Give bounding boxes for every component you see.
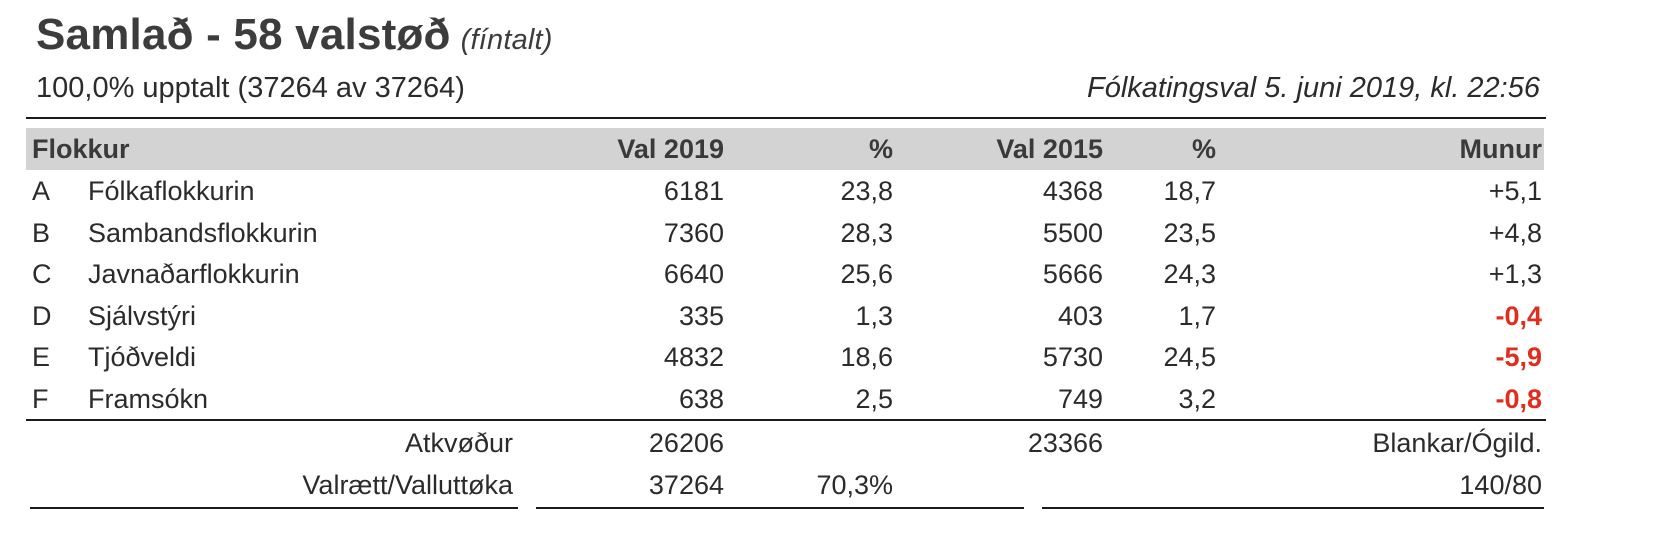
- row-pct-2019: 23,8: [840, 176, 893, 206]
- row-letter: A: [32, 176, 51, 206]
- row-diff: +4,8: [1488, 218, 1542, 248]
- bottom-divider-right: [1042, 507, 1544, 509]
- row-letter: D: [32, 301, 52, 331]
- row-pct-2019: 28,3: [840, 218, 893, 248]
- page-title: Samlað - 58 valstøð (fíntalt): [36, 10, 553, 60]
- row-pct-2015: 1,7: [1178, 301, 1216, 331]
- votes-label: Atkvøður: [404, 428, 513, 458]
- row-val-2019: 7360: [663, 218, 724, 248]
- blank-label: Blankar/Ógild.: [1372, 428, 1542, 458]
- row-val-2015: 5500: [1042, 218, 1103, 248]
- eligible-label: Valrætt/Valluttøka: [302, 470, 513, 500]
- row-pct-2015: 3,2: [1178, 384, 1216, 414]
- header-val-2019: Val 2019: [617, 134, 724, 164]
- row-party-name: Framsókn: [88, 384, 209, 414]
- row-letter: B: [32, 218, 51, 248]
- row-letter: C: [32, 259, 52, 289]
- row-val-2019: 638: [678, 384, 724, 414]
- row-val-2019: 335: [678, 301, 724, 331]
- row-diff: +5,1: [1488, 176, 1542, 206]
- header-val-2015: Val 2015: [996, 134, 1103, 164]
- row-party-name: Sjálvstýri: [88, 301, 197, 331]
- turnout-2019: 70,3%: [816, 470, 893, 500]
- row-val-2015: 4368: [1042, 176, 1103, 206]
- header-pct-2019: %: [868, 134, 893, 164]
- election-info: Fólkatingsval 5. juni 2019, kl. 22:56: [1087, 72, 1540, 104]
- row-val-2015: 403: [1057, 301, 1103, 331]
- header-diff: Munur: [1459, 134, 1542, 164]
- row-diff: -0,8: [1495, 384, 1542, 414]
- row-diff: -0,4: [1495, 301, 1542, 331]
- row-diff: +1,3: [1488, 259, 1542, 289]
- header-pct-2015: %: [1191, 134, 1216, 164]
- votes-2019: 26206: [648, 428, 724, 458]
- row-val-2019: 6640: [663, 259, 724, 289]
- row-pct-2019: 1,3: [855, 301, 893, 331]
- row-pct-2015: 18,7: [1163, 176, 1216, 206]
- eligible-2019: 37264: [648, 470, 724, 500]
- table-header-bar: [26, 128, 1544, 170]
- page-title-main: Samlað - 58 valstøð: [36, 10, 451, 59]
- row-pct-2019: 18,6: [840, 342, 893, 372]
- row-letter: F: [32, 384, 49, 414]
- row-val-2019: 4832: [663, 342, 724, 372]
- row-party-name: Fólkaflokkurin: [88, 176, 255, 206]
- row-pct-2015: 24,5: [1163, 342, 1216, 372]
- page-title-sub: (fíntalt): [460, 24, 553, 56]
- count-status: 100,0% upptalt (37264 av 37264): [36, 72, 465, 104]
- row-party-name: Tjóðveldi: [88, 342, 197, 372]
- row-val-2015: 749: [1057, 384, 1103, 414]
- row-diff: -5,9: [1495, 342, 1542, 372]
- row-val-2015: 5730: [1042, 342, 1103, 372]
- row-val-2015: 5666: [1042, 259, 1103, 289]
- row-pct-2019: 25,6: [840, 259, 893, 289]
- row-pct-2015: 23,5: [1163, 218, 1216, 248]
- votes-2015: 23366: [1027, 428, 1103, 458]
- bottom-divider-left: [30, 507, 518, 509]
- row-pct-2015: 24,3: [1163, 259, 1216, 289]
- bottom-divider-middle: [536, 507, 1024, 509]
- blank-value: 140/80: [1459, 470, 1542, 500]
- row-letter: E: [32, 342, 51, 372]
- top-divider: [26, 117, 1546, 119]
- row-pct-2019: 2,5: [855, 384, 893, 414]
- row-party-name: Sambandsflokkurin: [88, 218, 318, 248]
- header-party: Flokkur: [32, 134, 130, 164]
- mid-divider: [26, 419, 1546, 421]
- row-party-name: Javnaðarflokkurin: [88, 259, 300, 289]
- row-val-2019: 6181: [663, 176, 724, 206]
